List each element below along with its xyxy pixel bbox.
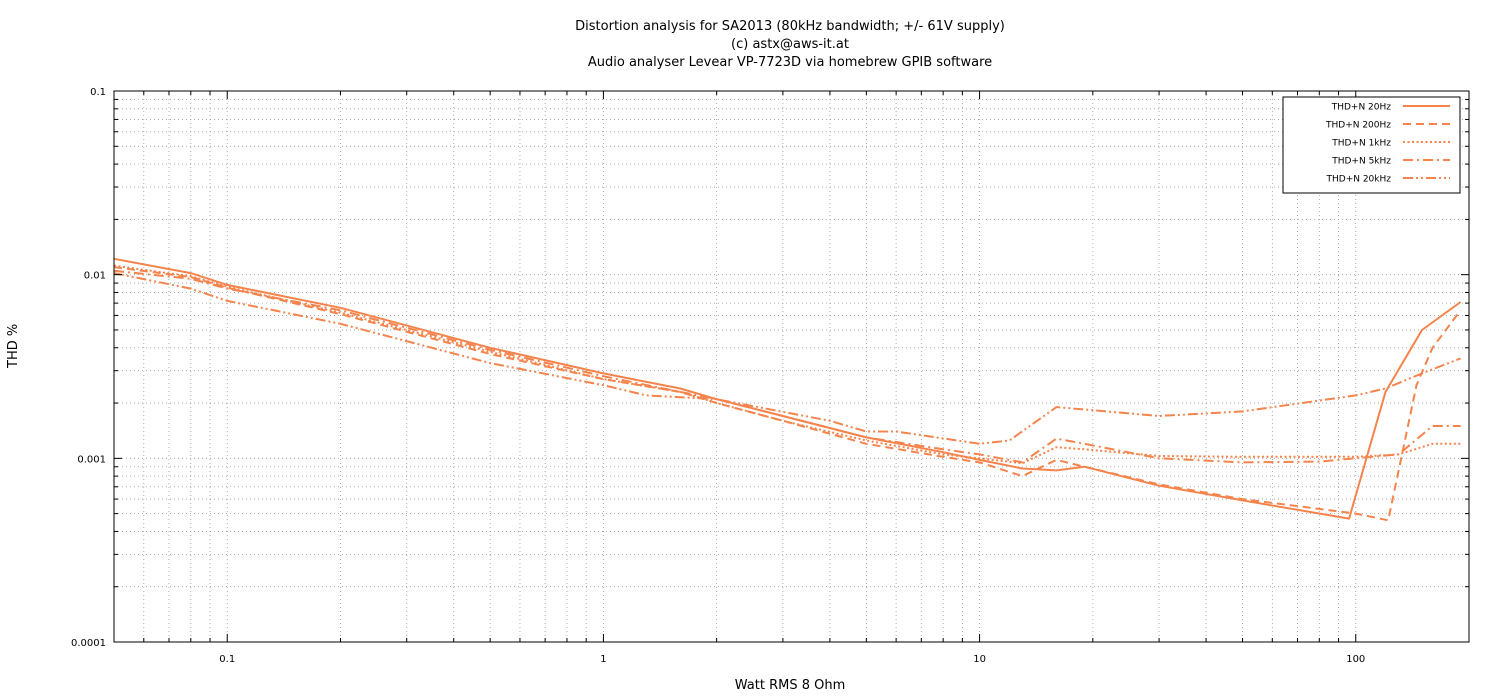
legend-entry-label: THD+N 20Hz xyxy=(1331,103,1392,113)
grid xyxy=(114,91,1469,642)
axis-ticks: 0.1 1 10 100 0.0001 0.001 0.01 0.1 xyxy=(71,87,1469,665)
legend-entry-label: THD+N 1kHz xyxy=(1331,139,1391,149)
series-line-3 xyxy=(113,264,1461,465)
y-tick-label: 0.1 xyxy=(90,87,106,98)
series-line-4 xyxy=(113,269,1461,464)
legend: THD+N 20Hz THD+N 200Hz THD+N 1kHz THD+N 5kH… xyxy=(1282,96,1461,194)
y-axis-label: THD % xyxy=(6,323,21,368)
x-tick-label: 1 xyxy=(600,654,606,665)
x-axis-label: Watt RMS 8 Ohm xyxy=(734,678,846,693)
x-tick-label: 10 xyxy=(973,654,986,665)
y-tick-label: 0.01 xyxy=(84,271,106,282)
chart-title: Distortion analysis for SA2013 (80kHz ba… xyxy=(575,19,1005,34)
series-lines xyxy=(113,257,1462,522)
plot-frame xyxy=(113,90,1470,643)
legend-entry-label: THD+N 20kHz xyxy=(1326,175,1392,185)
legend-entry-label: THD+N 200Hz xyxy=(1325,121,1391,131)
x-tick-label: 0.1 xyxy=(219,654,235,665)
series-line-2 xyxy=(113,266,1462,522)
chart-title-block: Distortion analysis for SA2013 (80kHz ba… xyxy=(0,18,1500,72)
legend-entry-label: THD+N 5kHz xyxy=(1331,157,1391,167)
y-tick-label: 0.001 xyxy=(77,454,106,465)
series-line-1 xyxy=(113,257,1462,520)
series-line-5 xyxy=(113,272,1461,445)
chart-subtitle: (c) astx@aws-it.at xyxy=(731,37,849,52)
x-tick-label: 100 xyxy=(1346,654,1365,665)
y-tick-label: 0.0001 xyxy=(71,638,106,649)
chart-subtitle-2: Audio analyser Levear VP-7723D via homeb… xyxy=(587,55,993,70)
